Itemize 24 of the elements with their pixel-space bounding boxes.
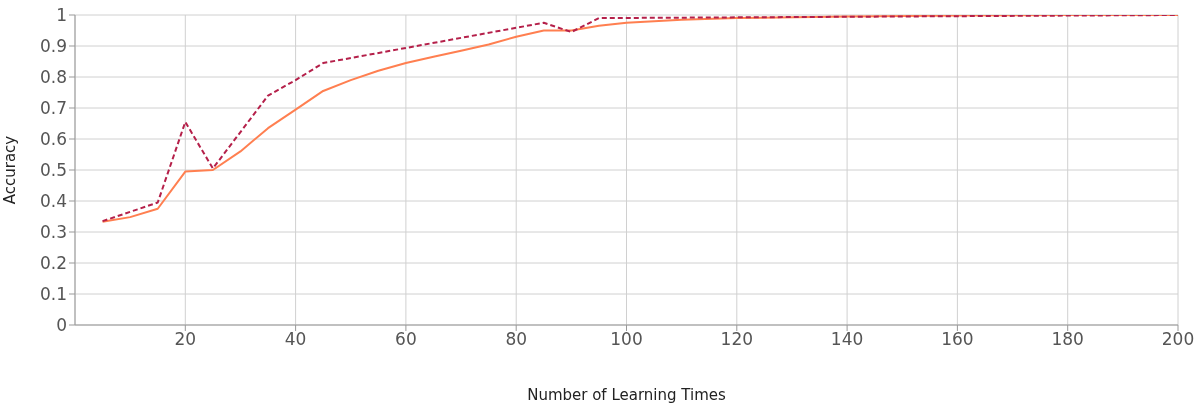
x-tick-label: 120	[720, 329, 754, 350]
x-tick-label: 20	[174, 329, 197, 350]
y-tick-label: 0.5	[39, 160, 67, 181]
y-tick-label: 0.3	[39, 222, 67, 243]
y-tick-label: 0.4	[39, 191, 67, 212]
y-tick-label: 0.9	[39, 36, 67, 57]
y-tick-label: 0.7	[39, 98, 67, 119]
y-axis-title: Accuracy	[1, 135, 20, 205]
x-tick-label: 100	[610, 329, 643, 350]
y-tick-label: 0.8	[39, 67, 67, 88]
x-tick-label: 80	[505, 329, 528, 350]
x-tick-label: 140	[830, 329, 864, 350]
y-tick-label: 0	[56, 315, 67, 336]
x-tick-label: 160	[941, 329, 974, 350]
y-tick-label: 0.1	[39, 284, 67, 305]
x-tick-label: 60	[395, 329, 417, 350]
x-tick-label: 200	[1161, 329, 1195, 350]
x-tick-label: 180	[1051, 329, 1084, 350]
y-tick-label: 0.2	[39, 253, 67, 274]
x-axis-title: Number of Learning Times	[527, 386, 727, 404]
y-tick-label: 0.6	[39, 129, 67, 150]
x-tick-label: 40	[284, 329, 307, 350]
line-series	[101, 15, 1178, 223]
y-tick-label: 1	[56, 5, 67, 26]
